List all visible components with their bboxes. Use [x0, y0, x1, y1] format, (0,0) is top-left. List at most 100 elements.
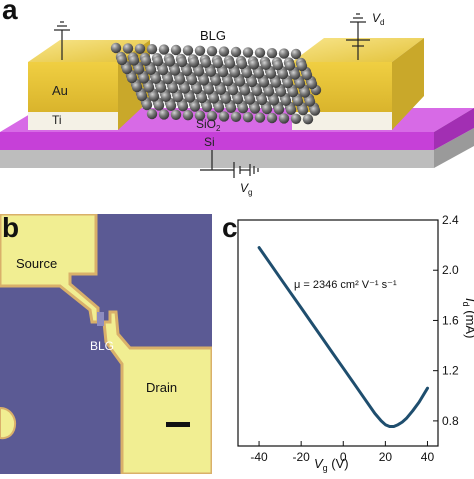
graphene-atom [215, 84, 227, 96]
graphene-atom [182, 45, 194, 56]
graphene-atom [218, 46, 230, 57]
graphene-atom [306, 78, 318, 90]
graphene-atom [213, 102, 225, 113]
vg-base-a: V [240, 181, 249, 195]
graphene-atom [206, 110, 218, 122]
graphene-atom [203, 84, 215, 95]
graphene-atom [208, 93, 220, 104]
graphene-atom [222, 76, 234, 87]
optical-micrograph-panel: Source Drain BLG b [0, 212, 214, 476]
graphene-atom [169, 65, 181, 76]
graphene-atom [234, 76, 246, 87]
graphene-atom [143, 82, 155, 93]
graphene-atom [110, 42, 122, 54]
panel-a-letter: a [2, 0, 18, 25]
graphene-atom [261, 103, 273, 115]
graphene-atom [194, 110, 206, 121]
graphene-atom [290, 48, 302, 60]
device-schematic-panel: BLG Au Ti SiO2 Si Vd [0, 0, 474, 210]
graphene-atom [248, 59, 260, 70]
graphene-atom [206, 46, 218, 57]
graphene-atom [224, 58, 236, 69]
graphene-atom [188, 57, 200, 68]
graphene-atom [242, 47, 254, 58]
ti-label: Ti [52, 113, 62, 127]
graphene-atom [246, 76, 258, 88]
sio2-sub: 2 [216, 124, 221, 133]
graphene-atom [200, 57, 212, 68]
graphene-atom [131, 81, 143, 93]
vg-sub-a: g [248, 188, 252, 197]
y-tick-label: 2.4 [442, 213, 459, 227]
x-axis-label-sub: g [323, 463, 328, 473]
graphene-atom [297, 105, 309, 116]
mobility-annotation: μ = 2346 cm² V⁻¹ s⁻¹ [294, 279, 397, 291]
graphene-atom [287, 87, 299, 98]
graphene-atom [278, 48, 290, 59]
graphene-atom [170, 109, 182, 121]
graphene-atom [292, 96, 304, 107]
scale-bar [166, 422, 190, 427]
graphene-atom [217, 67, 229, 78]
graphene-atom [162, 74, 174, 85]
drain-voltage-source [346, 13, 370, 60]
graphene-atom [121, 63, 133, 75]
x-tick-label: 0 [340, 450, 347, 464]
graphene-atom [191, 83, 203, 95]
vd-sub: d [380, 18, 384, 27]
graphene-atom [148, 91, 160, 102]
panel-b-letter: b [2, 212, 20, 243]
graphene-atom [189, 101, 201, 112]
silicon-substrate-front [0, 150, 434, 168]
graphene-atom [152, 56, 164, 67]
graphene-atom [198, 75, 210, 86]
graphene-atom [184, 92, 196, 103]
y-tick-label: 1.2 [442, 364, 459, 378]
ti-layer-left [28, 112, 118, 130]
bilayer-graphene-lattice [110, 42, 322, 125]
gate-voltage-source [200, 150, 259, 178]
graphene-atom [153, 100, 165, 111]
graphene-atom [150, 73, 162, 85]
graphene-atom [172, 92, 184, 103]
x-tick-label: 20 [379, 450, 393, 464]
residual-electrode [0, 406, 16, 440]
graphene-atom [260, 59, 272, 70]
x-tick-label: -20 [292, 450, 310, 464]
graphene-atom [157, 65, 169, 76]
oxide-layer-front [0, 132, 434, 150]
graphene-atom [141, 99, 153, 111]
graphene-atom [272, 59, 284, 71]
graphene-atom [205, 66, 217, 78]
graphene-atom [270, 77, 282, 89]
graphene-atom [290, 113, 302, 125]
graphene-atom [282, 78, 294, 89]
sio2-label: SiO2 [196, 117, 221, 133]
si-label: Si [204, 135, 215, 149]
x-axis-label-unit: (V) [328, 456, 349, 471]
source-label: Source [16, 256, 57, 271]
graphene-atom [181, 65, 193, 77]
graphene-atom [225, 102, 237, 114]
graphene-atom [174, 74, 186, 85]
drain-electrode [102, 310, 214, 476]
drain-label: Drain [146, 380, 177, 395]
graphene-atom [134, 43, 146, 54]
graphene-atom [194, 45, 206, 56]
graphene-atom [146, 108, 158, 120]
blg-flake [97, 312, 104, 326]
graphene-atom [230, 111, 242, 123]
y-tick-label: 0.8 [442, 414, 459, 428]
graphene-atom [258, 77, 270, 88]
graphene-atom [294, 78, 306, 89]
graphene-atom [160, 91, 172, 103]
y-axis-label-base: I [463, 298, 474, 302]
sio2-base: SiO [196, 117, 216, 131]
graphene-atom [284, 60, 296, 71]
y-axis-label: Id (mA) [461, 298, 474, 338]
silicon-substrate-side [434, 128, 474, 168]
x-axis-label-base: V [314, 456, 324, 471]
plot-frame [237, 219, 439, 447]
vg-label-a: Vg [240, 181, 252, 197]
graphene-atom [301, 69, 313, 81]
